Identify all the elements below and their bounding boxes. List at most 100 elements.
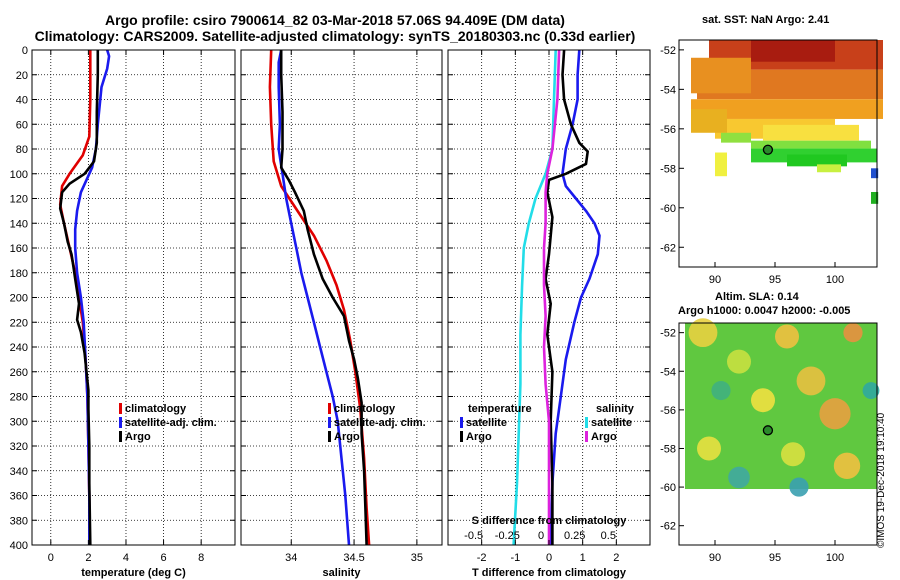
depth-tick-label: 60 — [16, 119, 28, 131]
diff-legend-t-satellite-label: satellite — [466, 417, 507, 429]
sla-cell — [819, 398, 851, 430]
diff-xtick-label: 1 — [580, 552, 586, 564]
diff-top-tick-label: -0.25 — [495, 530, 520, 542]
sla-cell — [781, 442, 805, 467]
sla-map-lon-label: 100 — [826, 552, 844, 564]
depth-tick-label: 160 — [10, 243, 28, 255]
diff-xtick-label: -1 — [510, 552, 520, 564]
sst-map-title: sat. SST: NaN Argo: 2.41 — [702, 14, 830, 26]
sla-map-lat-label: -60 — [660, 482, 676, 494]
sst-cell — [721, 132, 751, 143]
temp-series-climatology — [58, 50, 92, 545]
diff-top-tick-label: -0.5 — [464, 530, 483, 542]
s-legend-satellite-swatch — [328, 417, 331, 428]
temp-xtick-label: 8 — [198, 552, 204, 564]
sla-map-subtitle: Argo h1000: 0.0047 h2000: -0.005 — [678, 305, 851, 317]
s-legend-argo-swatch — [328, 431, 331, 442]
depth-tick-label: 340 — [10, 466, 28, 478]
temp-xtick-label: 6 — [161, 552, 167, 564]
sst-map-lon-label: 90 — [709, 274, 721, 286]
sla-cell — [688, 318, 718, 348]
diff-top-tick-label: 0.5 — [601, 530, 616, 542]
sal-xlabel: salinity — [323, 567, 362, 579]
s-legend-satellite-label: satellite-adj. clim. — [334, 417, 426, 429]
sla-cell — [796, 366, 826, 396]
sst-cell — [763, 124, 859, 141]
depth-tick-label: 220 — [10, 317, 28, 329]
sla-cell — [751, 388, 775, 413]
diff-legend-s-argo-label: Argo — [591, 431, 617, 443]
diff-top-tick-label: 0 — [538, 530, 544, 542]
sla-cell — [727, 349, 751, 374]
depth-tick-label: 360 — [10, 491, 28, 503]
sst-cell — [871, 191, 879, 204]
sst-map-lon-label: 100 — [826, 274, 844, 286]
temp-grid — [32, 49, 235, 546]
depth-tick-label: 80 — [16, 144, 28, 156]
sst-cell — [691, 57, 751, 94]
diff-top-axis-label: S difference from climatology — [472, 515, 628, 527]
title-line-2: Climatology: CARS2009. Satellite-adjuste… — [34, 28, 636, 44]
diff-legend-temp-header: temperature — [468, 403, 532, 415]
sla-map-lat-label: -58 — [660, 443, 676, 455]
sal-xtick-label: 34 — [285, 552, 297, 564]
diff-legend-s-satellite-swatch — [585, 417, 588, 428]
sst-cell — [751, 140, 871, 149]
sla-cell — [833, 452, 861, 480]
temp-series-argo — [58, 50, 100, 546]
s-legend-climatology-swatch — [328, 403, 331, 414]
depth-tick-label: 280 — [10, 392, 28, 404]
t-legend-argo-label: Argo — [125, 431, 151, 443]
depth-tick-label: 40 — [16, 95, 28, 107]
sla-argo-marker — [762, 425, 774, 436]
s-legend-climatology-label: climatology — [334, 403, 396, 415]
sst-map-lat-label: -60 — [660, 203, 676, 215]
temp-xtick-label: 0 — [48, 552, 54, 564]
diff-xtick-label: -2 — [477, 552, 487, 564]
sla-map-lat-label: -54 — [660, 366, 676, 378]
depth-tick-label: 180 — [10, 268, 28, 280]
sla-map-lat-label: -52 — [660, 328, 676, 340]
sst-map-lon-label: 95 — [769, 274, 781, 286]
sst-cell — [691, 99, 883, 119]
s-legend-argo-label: Argo — [334, 431, 360, 443]
sla-cell — [775, 324, 799, 349]
t-legend-satellite-swatch — [119, 417, 122, 428]
sla-cell — [843, 323, 863, 343]
sst-cell — [817, 164, 841, 173]
title-line-1: Argo profile: csiro 7900614_82 03-Mar-20… — [105, 12, 565, 28]
diff-legend-sal-header: salinity — [596, 403, 635, 415]
depth-tick-label: 240 — [10, 342, 28, 354]
sal-xtick-label: 34.5 — [343, 552, 364, 564]
diff-legend-t-satellite-swatch — [460, 417, 463, 428]
depth-tick-label: 120 — [10, 194, 28, 206]
diff-legend-t-argo-swatch — [460, 431, 463, 442]
depth-tick-label: 320 — [10, 441, 28, 453]
sla-cell — [728, 466, 750, 489]
depth-tick-label: 140 — [10, 218, 28, 230]
imos-credit: ©IMOS 19-Dec-2018 19:10:40 — [876, 412, 887, 548]
t-legend-climatology-label: climatology — [125, 403, 187, 415]
sst-cell — [715, 152, 727, 177]
t-legend-argo-swatch — [119, 431, 122, 442]
sla-map-title: Altim. SLA: 0.14 — [715, 291, 799, 303]
diff-xlabel: T difference from climatology — [472, 567, 627, 579]
diff-legend-t-argo-label: Argo — [466, 431, 492, 443]
sal-series-satellite-adj-clim- — [277, 49, 351, 546]
depth-tick-label: 0 — [22, 45, 28, 57]
temp-xlabel: temperature (deg C) — [81, 567, 186, 579]
sst-map-cells — [691, 40, 883, 204]
depth-tick-label: 380 — [10, 515, 28, 527]
diff-xtick-label: 0 — [546, 552, 552, 564]
depth-tick-label: 400 — [10, 540, 28, 552]
sla-cell — [862, 382, 880, 399]
sst-cell — [787, 154, 847, 167]
sla-cell — [711, 380, 731, 401]
temp-xtick-label: 2 — [85, 552, 91, 564]
sst-map-frame — [678, 39, 878, 268]
t-legend-satellite-label: satellite-adj. clim. — [125, 417, 217, 429]
sst-argo-marker — [762, 144, 774, 155]
sst-map-lat-label: -54 — [660, 84, 676, 96]
depth-tick-label: 200 — [10, 293, 28, 305]
